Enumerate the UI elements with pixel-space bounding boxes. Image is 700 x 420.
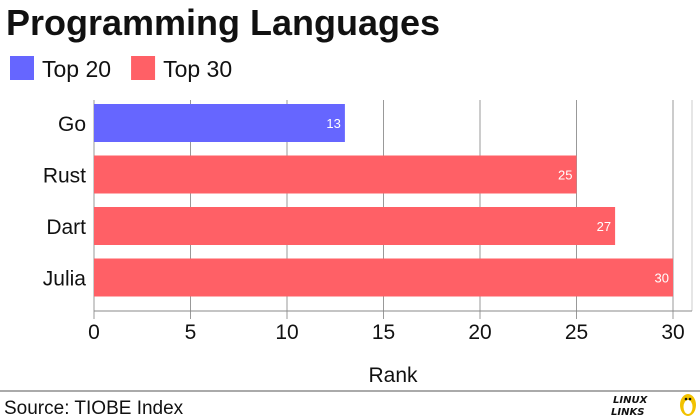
legend: Top 20 Top 30 bbox=[10, 56, 232, 82]
x-axis-title: Rank bbox=[368, 364, 418, 387]
linux-links-logo: LINUX LINKS bbox=[611, 394, 696, 418]
logo-text-line2: LINKS bbox=[611, 407, 644, 418]
legend-swatch-1 bbox=[131, 56, 156, 80]
x-tick-label-0: 0 bbox=[88, 321, 100, 344]
data-label-dart: 27 bbox=[597, 219, 611, 234]
x-axis-ticks: 0 5 10 15 20 25 30 bbox=[88, 321, 685, 344]
data-label-rust: 25 bbox=[558, 168, 572, 183]
bar-julia bbox=[94, 258, 673, 297]
category-label-julia: Julia bbox=[43, 268, 87, 291]
category-label-dart: Dart bbox=[46, 216, 86, 239]
legend-label-1: Top 30 bbox=[163, 56, 232, 82]
category-label-go: Go bbox=[58, 113, 86, 136]
source-note: Source: TIOBE Index bbox=[4, 398, 184, 419]
data-label-julia: 30 bbox=[655, 271, 669, 286]
bar-rust bbox=[94, 155, 577, 194]
chart-title: Programming Languages bbox=[6, 2, 440, 43]
x-tick-label-3: 15 bbox=[372, 321, 395, 344]
data-labels: 13 25 27 30 bbox=[326, 116, 669, 286]
legend-swatch-0 bbox=[10, 56, 34, 80]
x-tick-label-2: 10 bbox=[275, 321, 298, 344]
bars bbox=[94, 104, 673, 297]
x-tick-label-5: 25 bbox=[565, 321, 588, 344]
bar-dart bbox=[94, 207, 616, 245]
category-label-rust: Rust bbox=[43, 165, 86, 188]
legend-label-0: Top 20 bbox=[42, 56, 111, 82]
x-tick-label-6: 30 bbox=[661, 321, 684, 344]
logo-text-line1: LINUX bbox=[613, 395, 649, 406]
x-tick-label-1: 5 bbox=[185, 321, 197, 344]
x-tick-label-4: 20 bbox=[468, 321, 491, 344]
tux-icon bbox=[680, 394, 696, 416]
category-labels: Go Rust Dart Julia bbox=[43, 113, 87, 291]
data-label-go: 13 bbox=[326, 116, 340, 131]
bar-go bbox=[94, 104, 345, 142]
